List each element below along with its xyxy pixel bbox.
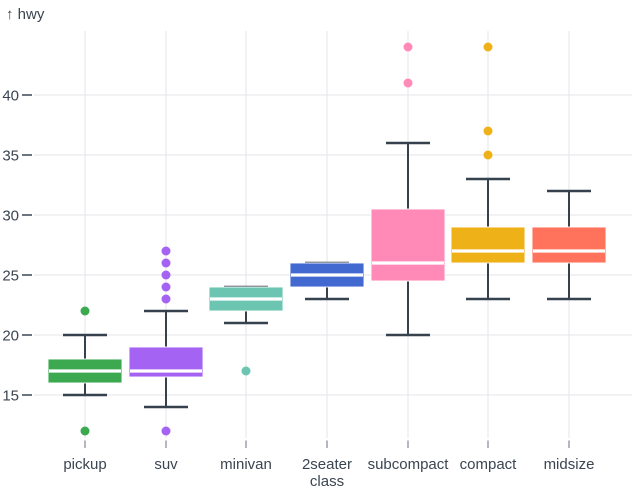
y-tick-label-35: 35 [2, 148, 19, 165]
outlier-compact-37 [483, 126, 493, 136]
y-tick-label-25: 25 [2, 268, 19, 285]
x-tick-label-minivan: minivan [220, 456, 272, 473]
boxplot-group-suv [128, 246, 204, 436]
box-compact [450, 226, 526, 264]
boxplot-group-compact [450, 42, 526, 301]
box-subcompact [370, 208, 446, 282]
x-axis-title: class [310, 473, 344, 490]
y-tick-label-30: 30 [2, 208, 19, 225]
outlier-suv-24 [161, 282, 171, 292]
outlier-suv-25 [161, 270, 171, 280]
outlier-compact-35 [483, 150, 493, 160]
outlier-pickup-12 [80, 426, 90, 436]
x-tick-label-pickup: pickup [63, 456, 106, 473]
y-axis-label: ↑ hwy [6, 6, 45, 23]
outlier-minivan-17 [241, 366, 251, 376]
axes-layer: 15 20 25 30 35 40 pickup suv minivan 2seater subco… [2, 88, 594, 474]
box-midsize [531, 226, 607, 264]
x-tick-label-midsize: midsize [544, 456, 595, 473]
outlier-pickup-22 [80, 306, 90, 316]
outlier-compact-44 [483, 42, 493, 52]
boxplot-group-minivan [208, 285, 284, 376]
outlier-suv-27 [161, 246, 171, 256]
outlier-suv-26 [161, 258, 171, 268]
outlier-suv-23 [161, 294, 171, 304]
outlier-subcompact-44 [403, 42, 413, 52]
x-tick-label-subcompact: subcompact [368, 456, 450, 473]
boxplot-group-subcompact [370, 42, 446, 337]
y-tick-label-40: 40 [2, 88, 19, 105]
outlier-suv-12 [161, 426, 171, 436]
boxplot-group-2seater [289, 261, 365, 301]
boxplot-group-pickup [47, 306, 123, 436]
y-tick-label-20: 20 [2, 328, 19, 345]
outlier-subcompact-41 [403, 78, 413, 88]
x-tick-label-compact: compact [460, 456, 518, 473]
x-tick-label-2seater: 2seater [302, 456, 352, 473]
marks-layer [47, 42, 607, 436]
boxplot-group-midsize [531, 189, 607, 301]
x-tick-label-suv: suv [154, 456, 178, 473]
y-tick-label-15: 15 [2, 388, 19, 405]
